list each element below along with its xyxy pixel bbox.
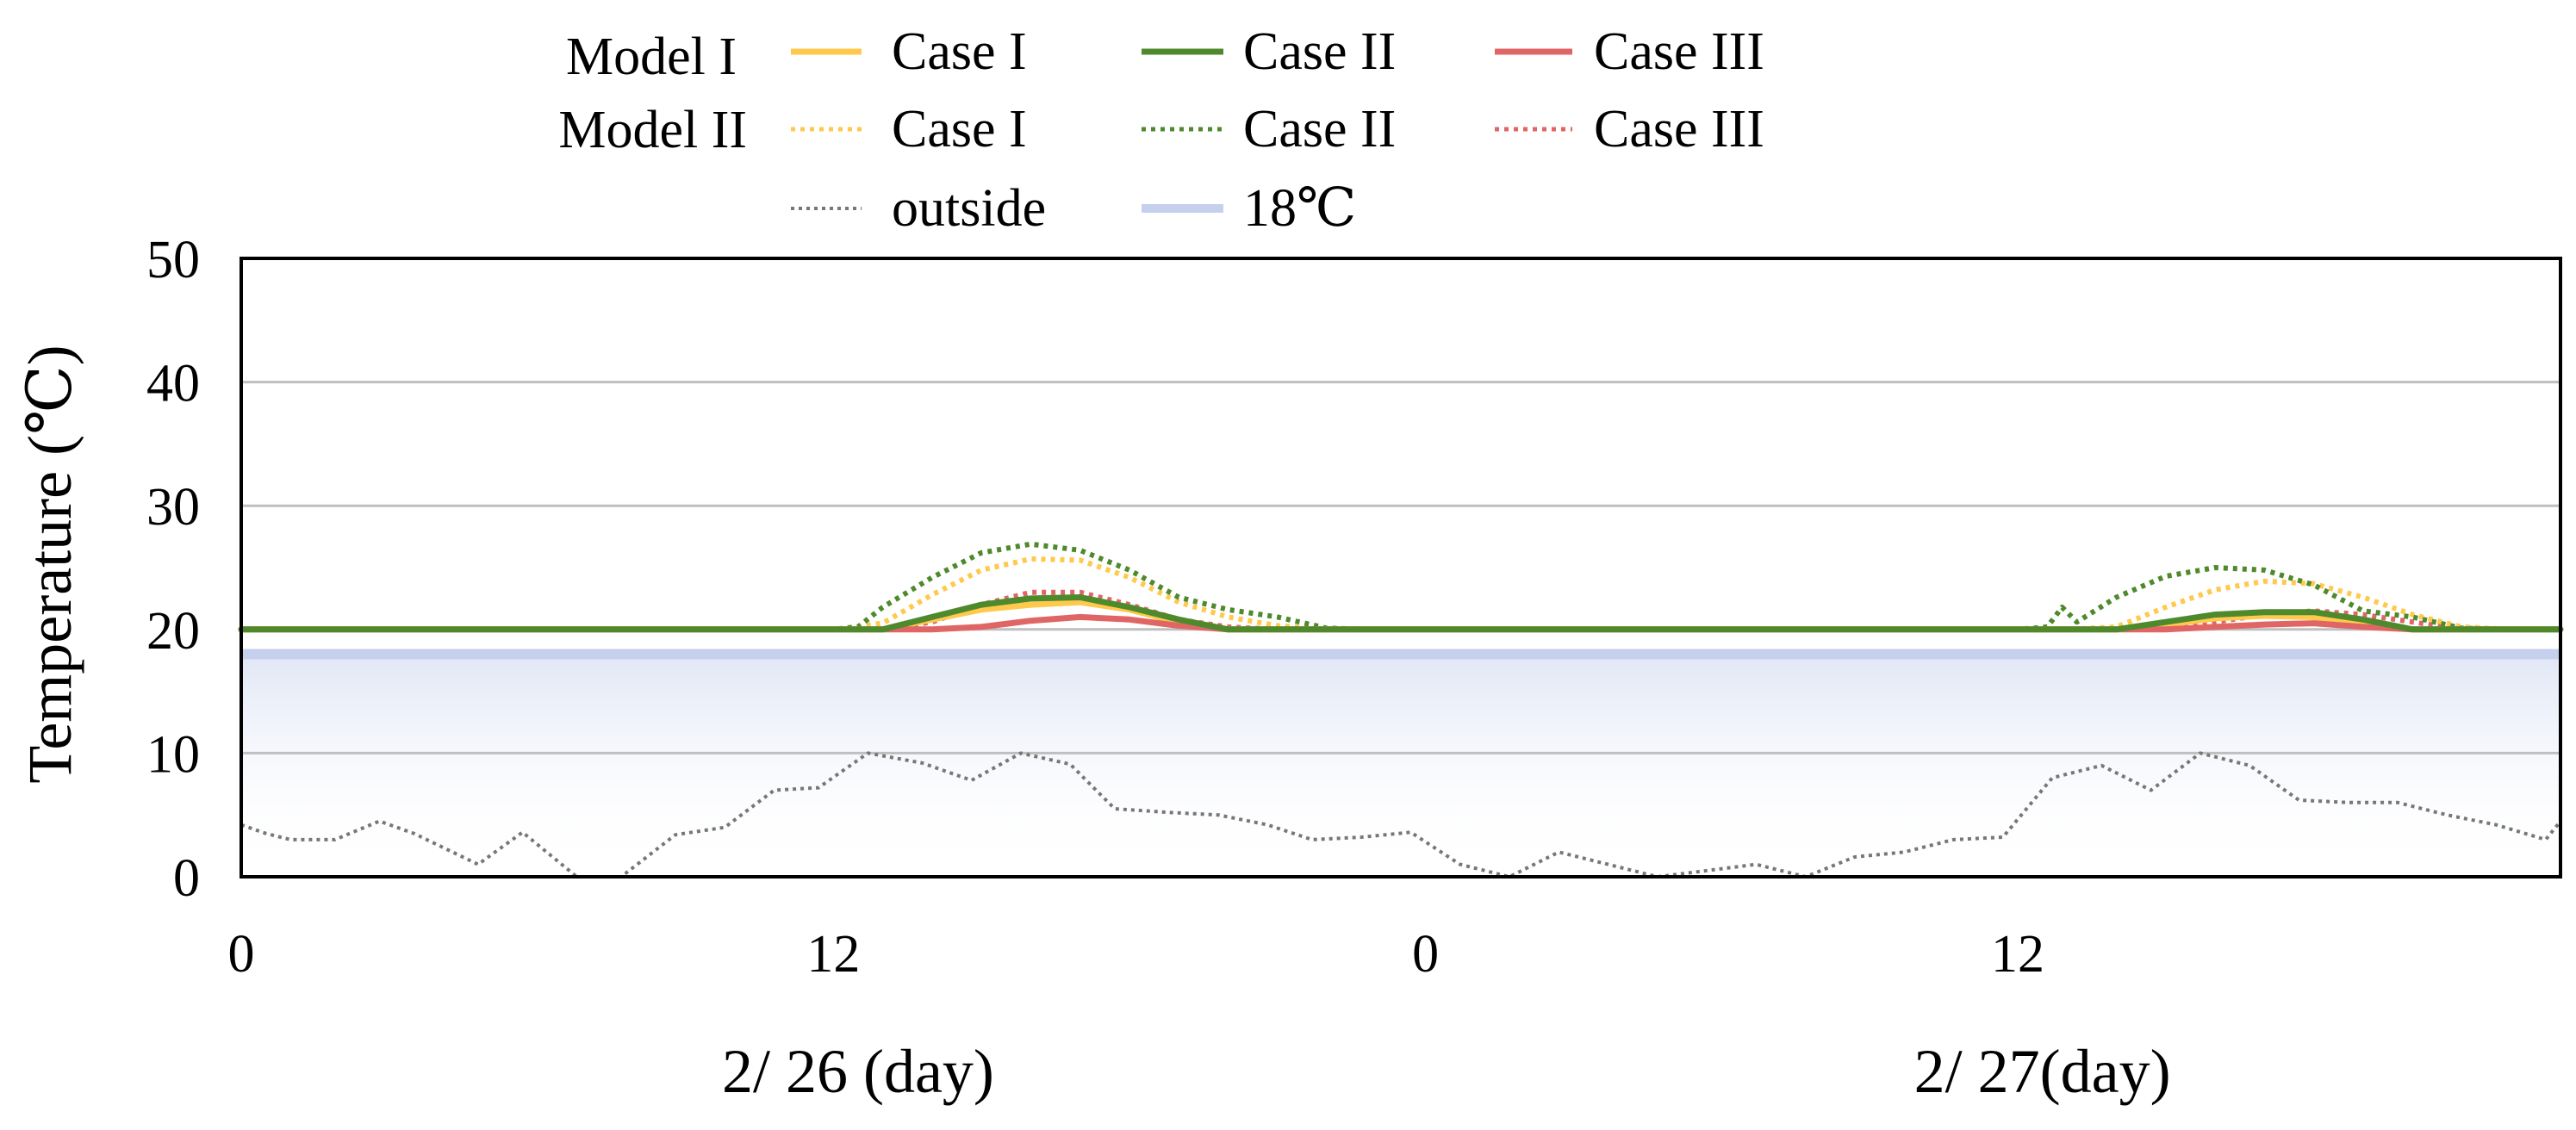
legend-label-model2-case2: Case II: [1243, 100, 1396, 158]
x-tick-label-1: 12: [806, 925, 860, 984]
series-model-ii-case-iii: [241, 589, 2560, 632]
legend-label-outside: outside: [892, 179, 1046, 238]
legend-label-model2-case1: Case I: [892, 100, 1027, 158]
y-tick-label-50: 50: [146, 231, 200, 289]
x-tick-label-3: 12: [1991, 925, 2044, 984]
y-tick-label-20: 20: [146, 602, 200, 661]
plot-area: 0 10 20 30 40 50 0 12 0 12 2/ 26 (day) 2/ 27(day): [146, 231, 2564, 1106]
y-axis-title: Temperature (℃): [16, 345, 84, 783]
legend: Model I Model II Case I Case II Case III…: [558, 22, 1764, 238]
series-outside: [240, 751, 2562, 879]
y-tick-label-30: 30: [146, 478, 200, 537]
y-tick-labels: 0 10 20 30 40 50: [146, 231, 200, 908]
series-model-i-case-ii: [238, 594, 2564, 633]
day-labels: 2/ 26 (day) 2/ 27(day): [722, 1037, 2171, 1106]
legend-row-label-model-1: Model I: [566, 28, 737, 86]
legend-label-model1-case1: Case I: [892, 22, 1027, 81]
y-tick-label-0: 0: [173, 849, 200, 908]
legend-label-model1-case3: Case III: [1594, 22, 1764, 81]
legend-label-model1-case2: Case II: [1243, 22, 1396, 81]
day-label-1: 2/ 27(day): [1914, 1037, 2171, 1106]
below-threshold-shading: [241, 655, 2560, 874]
legend-row-label-model-2: Model II: [558, 101, 747, 159]
series-model-ii-case-ii: [241, 541, 2560, 632]
y-tick-label-10: 10: [146, 725, 200, 784]
x-tick-labels: 0 12 0 12: [228, 925, 2044, 984]
x-tick-label-0: 0: [228, 925, 255, 984]
legend-label-model2-case3: Case III: [1594, 100, 1764, 158]
legend-label-threshold: 18℃: [1243, 179, 1356, 238]
plot-frame: [240, 257, 2562, 879]
x-tick-label-2: 0: [1412, 925, 1439, 984]
y-tick-label-40: 40: [146, 355, 200, 413]
day-label-0: 2/ 26 (day): [722, 1037, 994, 1106]
series-layer: [238, 541, 2564, 879]
